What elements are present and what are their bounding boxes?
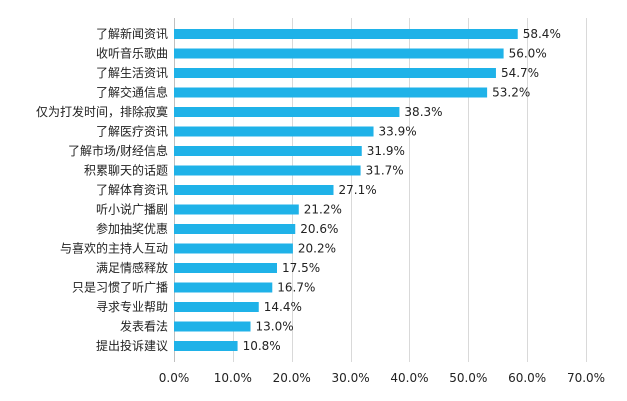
bar	[174, 224, 296, 234]
data-label: 53.2%	[492, 86, 530, 100]
x-tick-label: 40.0%	[390, 371, 428, 385]
bar	[174, 302, 259, 312]
category-label: 提出投诉建议	[96, 338, 168, 353]
data-label: 13.0%	[256, 320, 294, 334]
bar	[174, 204, 299, 215]
data-label: 17.5%	[282, 261, 320, 275]
data-label: 58.4%	[523, 27, 561, 41]
x-tick-label: 0.0%	[159, 371, 190, 385]
data-label: 33.9%	[379, 125, 417, 139]
category-label: 参加抽奖优惠	[96, 221, 168, 236]
bar	[174, 341, 238, 351]
data-label: 20.6%	[300, 222, 338, 236]
bar	[174, 29, 518, 39]
data-label: 38.3%	[404, 105, 442, 119]
x-tick-label: 60.0%	[508, 371, 546, 385]
x-tick-label: 70.0%	[567, 371, 605, 385]
bar	[174, 68, 496, 78]
data-label: 14.4%	[264, 300, 302, 314]
data-label: 21.2%	[304, 203, 342, 217]
bar	[174, 126, 374, 137]
category-label: 积累聊天的话题	[84, 163, 168, 178]
category-label: 仅为打发时间，排除寂寞	[36, 104, 168, 119]
category-label: 了解医疗资讯	[96, 125, 168, 139]
data-label: 10.8%	[243, 339, 281, 353]
bar	[174, 185, 334, 195]
bar	[174, 146, 362, 156]
category-label: 发表看法	[120, 319, 168, 334]
bar	[174, 243, 293, 254]
bar	[174, 282, 273, 293]
category-label: 听小说广播剧	[96, 202, 168, 217]
category-label: 了解新闻资讯	[96, 26, 168, 41]
x-tick-label: 10.0%	[214, 371, 252, 385]
bar	[174, 48, 504, 59]
value-labels: 58.4% 56.0% 54.7% 53.2% 38.3% 33.9% 31.9% 31.7%…	[243, 27, 561, 353]
data-label: 31.7%	[366, 164, 404, 178]
data-label: 20.2%	[298, 242, 336, 256]
data-label: 16.7%	[277, 281, 315, 295]
bars	[174, 29, 518, 351]
data-label: 27.1%	[339, 183, 377, 197]
category-label: 寻求专业帮助	[96, 299, 168, 314]
bar	[174, 107, 400, 117]
bar	[174, 165, 361, 176]
x-tick-label: 20.0%	[273, 371, 311, 385]
category-label: 只是习惯了听广播	[72, 280, 168, 295]
data-label: 31.9%	[367, 144, 405, 158]
category-label: 满足情感释放	[96, 260, 168, 275]
category-label: 了解交通信息	[96, 85, 168, 100]
x-tick-label: 50.0%	[449, 371, 487, 385]
data-label: 56.0%	[509, 47, 547, 61]
category-label: 与喜欢的主持人互动	[60, 241, 168, 256]
category-label: 了解生活资讯	[96, 66, 168, 80]
data-label: 54.7%	[501, 66, 539, 80]
category-label: 收听音乐歌曲	[96, 46, 168, 61]
bar	[174, 321, 251, 332]
category-label: 了解体育资讯	[96, 182, 168, 197]
x-axis-tick-labels: 0.0% 10.0% 20.0% 30.0% 40.0% 50.0% 60.0% 70.0%	[159, 371, 605, 385]
category-labels: 了解新闻资讯收听音乐歌曲了解生活资讯了解交通信息仅为打发时间，排除寂寞了解医疗资…	[36, 26, 168, 353]
bar	[174, 263, 277, 273]
bar	[174, 87, 488, 98]
category-label: 了解市场/财经信息	[68, 143, 168, 158]
x-tick-label: 30.0%	[332, 371, 370, 385]
